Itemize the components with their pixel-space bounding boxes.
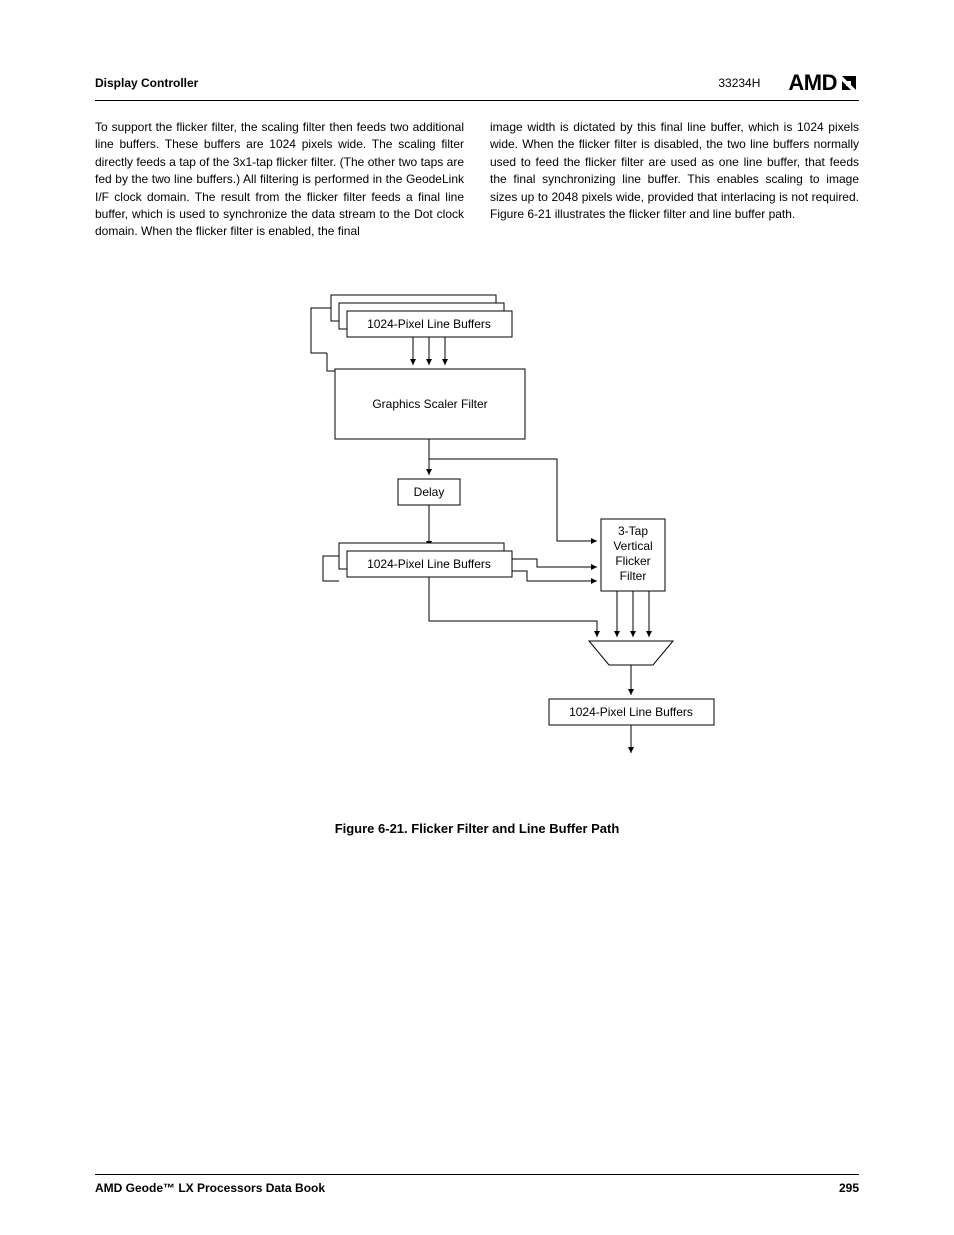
figure-diagram: 1024-Pixel Line Buffers Graphics Scaler …: [95, 281, 859, 811]
doc-code: 33234H: [718, 76, 760, 90]
node-buf2-label: 1024-Pixel Line Buffers: [367, 557, 491, 571]
flowchart-svg: 1024-Pixel Line Buffers Graphics Scaler …: [95, 281, 859, 811]
node-delay-label: Delay: [414, 485, 445, 499]
node-scaler-label: Graphics Scaler Filter: [372, 397, 487, 411]
page-number: 295: [839, 1181, 859, 1195]
body-text: To support the flicker filter, the scali…: [95, 119, 859, 241]
page-header: Display Controller 33234H AMD: [95, 70, 859, 101]
svg-text:Vertical: Vertical: [613, 539, 652, 553]
column-right: image width is dictated by this final li…: [490, 119, 859, 241]
column-left: To support the flicker filter, the scali…: [95, 119, 464, 241]
svg-text:Flicker: Flicker: [615, 554, 650, 568]
svg-text:3-Tap: 3-Tap: [618, 524, 648, 538]
amd-arrow-icon: [839, 73, 859, 93]
figure-caption: Figure 6-21. Flicker Filter and Line Buf…: [95, 821, 859, 836]
section-title: Display Controller: [95, 76, 198, 90]
node-buf1-label: 1024-Pixel Line Buffers: [367, 317, 491, 331]
footer-title: AMD Geode™ LX Processors Data Book: [95, 1181, 325, 1195]
amd-logo: AMD: [788, 70, 859, 96]
page-footer: AMD Geode™ LX Processors Data Book 295: [95, 1174, 859, 1195]
svg-text:Filter: Filter: [620, 569, 647, 583]
node-buf3-label: 1024-Pixel Line Buffers: [569, 705, 693, 719]
